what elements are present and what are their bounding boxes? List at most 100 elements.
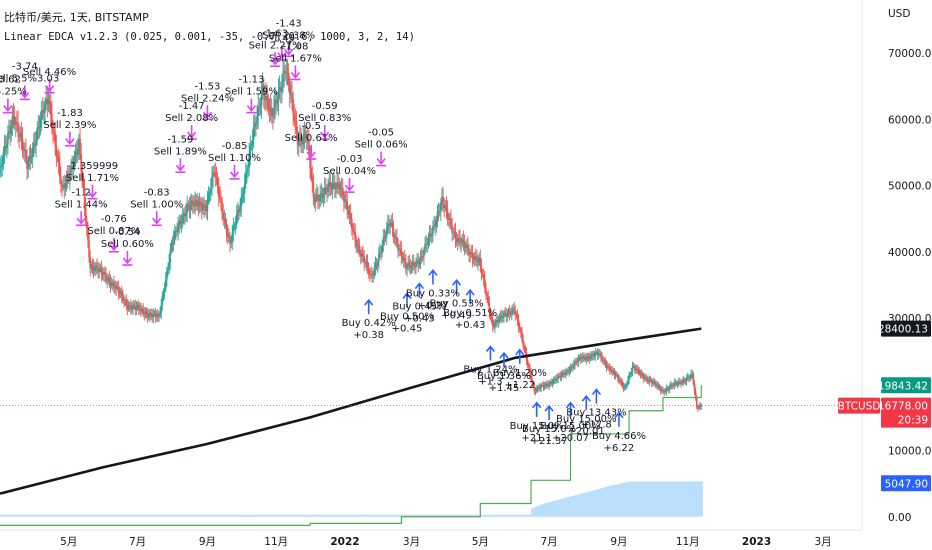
candle-body xyxy=(508,311,511,314)
candle-body xyxy=(548,383,550,387)
candle-body xyxy=(202,208,204,211)
histogram-bar xyxy=(540,504,543,517)
sell-annotation-label: -1.53 xyxy=(195,81,221,92)
candle-body xyxy=(621,381,624,387)
candle-body xyxy=(4,146,7,149)
histogram-bar xyxy=(447,514,451,517)
histogram-bar xyxy=(612,485,615,517)
candle-body xyxy=(132,304,134,309)
candle-body xyxy=(31,147,34,158)
candle-body xyxy=(384,236,387,238)
histogram-bar xyxy=(150,514,153,517)
candle-body xyxy=(620,380,623,382)
candle-body xyxy=(688,376,690,378)
candle-body xyxy=(646,377,648,381)
candle-body xyxy=(624,385,627,388)
candle-body xyxy=(84,206,87,221)
histogram-bar xyxy=(310,514,313,517)
candle-body xyxy=(170,243,173,251)
x-tick-label: 9月 xyxy=(610,536,627,548)
sell-arrow xyxy=(290,65,301,79)
candle-body xyxy=(383,237,386,239)
candle-body xyxy=(416,260,418,262)
indicator-legend[interactable]: Linear EDCA v1.2.3 (0.025, 0.001, -35, -… xyxy=(4,31,415,43)
histogram-bar xyxy=(434,514,437,517)
histogram-bar xyxy=(287,514,291,517)
candle-body xyxy=(238,209,240,212)
candle-body xyxy=(277,91,280,103)
candle-body xyxy=(560,374,563,378)
candle-body xyxy=(247,167,249,171)
ma-badge-value: 28400.13 xyxy=(878,324,928,336)
y-tick-labels: 0.0010000.0020000.0030000.0040000.005000… xyxy=(888,48,932,524)
candle-body xyxy=(565,371,567,375)
sell-annotation-label: Sell 5.5%3.03 xyxy=(0,73,59,84)
sell-arrow xyxy=(152,211,162,225)
buy-annotation-label: Buy 4.66% xyxy=(592,431,646,442)
histogram-bar xyxy=(226,514,230,517)
candle-body xyxy=(527,365,530,368)
y-tick-label: 10000.00 xyxy=(888,446,932,458)
candle-body xyxy=(244,172,247,184)
candle-body xyxy=(89,257,91,269)
candle-body xyxy=(357,245,360,247)
histogram-bar xyxy=(344,514,347,517)
histogram-bar xyxy=(362,514,365,517)
candle-body xyxy=(406,266,408,269)
histogram-bar xyxy=(39,514,43,517)
candle-body xyxy=(172,239,175,245)
candle-body xyxy=(662,389,664,391)
candle-body xyxy=(10,125,13,134)
histogram-bar xyxy=(700,481,703,517)
price-scale[interactable]: USD 0.0010000.0020000.0030000.0040000.00… xyxy=(861,0,932,530)
candle-body xyxy=(495,320,497,324)
histogram-bar xyxy=(68,514,72,517)
x-tick-label: 7月 xyxy=(129,536,146,548)
ma-badge-bg xyxy=(881,320,931,337)
candle-body xyxy=(22,149,25,151)
candle-body xyxy=(421,256,424,258)
candle-body xyxy=(441,196,443,203)
candle-body xyxy=(599,353,601,355)
histogram-bar xyxy=(321,514,325,517)
time-scale[interactable]: 5月 7月 9月 11月 2022 3月 5月 7月 9月 11月 2023 3月 xyxy=(0,529,862,548)
candle-body xyxy=(481,273,484,275)
candle-body xyxy=(90,264,93,269)
histogram-bar xyxy=(107,514,110,517)
y-tick-label: 40000.00 xyxy=(888,247,932,259)
trade-markers xyxy=(2,42,624,427)
candle-body xyxy=(208,193,211,194)
histogram-bar xyxy=(646,481,649,517)
candle-body xyxy=(75,152,78,155)
candle-body xyxy=(539,387,541,389)
candle-body xyxy=(297,142,300,146)
histogram-bar xyxy=(77,514,81,517)
candle-body xyxy=(294,120,297,122)
candle-body xyxy=(299,136,301,143)
candle-body xyxy=(39,118,42,128)
candle-body xyxy=(663,390,665,393)
candle-body xyxy=(17,122,19,133)
sell-annotation-label: -1.08 xyxy=(282,42,308,53)
histogram-bar xyxy=(37,514,40,517)
candle-body xyxy=(160,305,163,313)
x-tick-labels: 5月 7月 9月 11月 2022 3月 5月 7月 9月 11月 2023 3月 xyxy=(60,536,831,548)
candle-body xyxy=(100,268,103,274)
histogram-bar xyxy=(657,481,661,517)
candle-body xyxy=(489,312,492,317)
candle-body xyxy=(690,374,692,378)
symbol-title[interactable]: 比特币/美元, 1天, BITSTAMP xyxy=(4,10,149,24)
candle-body xyxy=(394,237,397,239)
histogram-bar xyxy=(249,514,252,517)
candle-body xyxy=(51,113,53,128)
histogram-bar xyxy=(285,514,288,517)
histogram-bar xyxy=(492,514,496,517)
price-badge-value: 16778.00 xyxy=(878,401,928,413)
histogram-bar xyxy=(488,514,491,517)
buy-annotation-label: Buy 0.53% xyxy=(430,298,484,309)
candle-body xyxy=(151,315,154,318)
candle-body xyxy=(537,386,539,389)
candle-body xyxy=(363,256,365,263)
histogram-bar xyxy=(533,507,537,517)
